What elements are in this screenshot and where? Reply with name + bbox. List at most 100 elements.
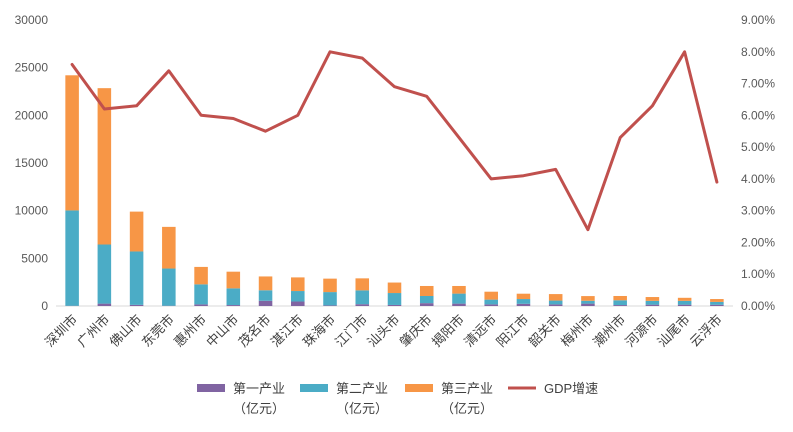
bar-segment: [613, 305, 627, 306]
x-category-label: 肇庆市: [397, 312, 435, 350]
legend-swatch: [197, 384, 225, 392]
y2-tick-label: 9.00%: [741, 13, 775, 27]
x-category-label: 惠州市: [171, 312, 209, 350]
bar-segment: [162, 268, 176, 306]
legend-label: 第一产业: [233, 381, 285, 396]
bar-segment: [516, 293, 531, 300]
x-category-label: 河源市: [622, 312, 660, 350]
legend-label: （亿元）: [441, 401, 493, 416]
y-tick-label: 10000: [15, 204, 49, 218]
x-category-label: 茂名市: [235, 312, 273, 350]
bar-segment: [97, 88, 112, 245]
bar-segment: [129, 211, 144, 252]
bar-segment: [258, 276, 273, 291]
x-category-label: 江门市: [332, 312, 370, 350]
bar-segment: [355, 290, 370, 305]
bar-segment: [581, 296, 595, 301]
legend-label: （亿元）: [336, 401, 388, 416]
bar-segment: [484, 299, 498, 305]
y2-tick-label: 2.00%: [741, 235, 775, 249]
bar-segment: [387, 304, 402, 306]
bar-segment: [323, 292, 337, 306]
y-tick-label: 30000: [15, 13, 49, 27]
bar-segment: [548, 294, 563, 301]
bar-segment: [194, 304, 208, 306]
y2-tick-label: 5.00%: [741, 140, 775, 154]
bar-segment: [355, 278, 370, 291]
bar-segment: [194, 266, 208, 285]
x-category-label: 云浮市: [687, 312, 725, 350]
bar-segment: [484, 304, 498, 306]
legend-label: （亿元）: [233, 401, 285, 416]
x-category-label: 阳江市: [493, 312, 531, 350]
bar-segment: [387, 282, 402, 294]
x-category-label: 韶关市: [526, 312, 564, 350]
bar-segment: [323, 305, 337, 306]
bar-segment: [419, 295, 434, 304]
bar-segment: [452, 303, 466, 306]
bar-segment: [710, 304, 724, 306]
bar-segment: [129, 251, 144, 305]
x-category-label: 东莞市: [139, 312, 177, 350]
x-category-label: 广州市: [74, 312, 112, 350]
bar-segment: [291, 277, 305, 292]
gdp-growth-line: [70, 50, 719, 232]
y2-tick-label: 7.00%: [741, 77, 775, 91]
bar-segment: [645, 297, 660, 301]
bar-segment: [291, 291, 305, 302]
bar-segment: [452, 285, 466, 294]
bar-segment: [226, 305, 241, 306]
bar-segment: [613, 300, 627, 306]
bar-segment: [97, 303, 112, 306]
y-tick-label: 0: [41, 299, 48, 313]
x-category-label: 珠海市: [300, 312, 338, 350]
bar-segment: [484, 291, 498, 300]
bar-segment: [258, 300, 273, 306]
legend-label: 第二产业: [336, 381, 388, 396]
bar-segment: [162, 226, 176, 269]
bar-segment: [710, 299, 724, 302]
bar-segment: [387, 293, 402, 305]
bar-segment: [677, 300, 692, 305]
y2-tick-label: 8.00%: [741, 45, 775, 59]
y2-tick-label: 0.00%: [741, 299, 775, 313]
x-category-label: 梅州市: [558, 312, 596, 350]
bar-segment: [419, 303, 434, 306]
bar-segment: [710, 301, 724, 305]
y-tick-label: 20000: [15, 108, 49, 122]
legend-swatch: [300, 384, 328, 392]
bar-segment: [645, 300, 660, 305]
bar-segment: [355, 304, 370, 306]
bar-segment: [291, 301, 305, 306]
legend-label: 第三产业: [441, 381, 493, 396]
bar-segment: [226, 271, 241, 289]
bar-segment: [97, 244, 112, 304]
x-category-label: 汕尾市: [655, 312, 693, 350]
bar-segment: [226, 288, 241, 306]
bar-segment: [129, 304, 144, 306]
bar-segment: [65, 75, 79, 211]
bar-segment: [645, 304, 660, 306]
y2-tick-label: 1.00%: [741, 267, 775, 281]
bar-segment: [581, 300, 595, 304]
y-tick-label: 5000: [21, 251, 48, 265]
bar-segment: [548, 300, 563, 305]
bar-segment: [194, 284, 208, 305]
bar-segment: [548, 304, 563, 306]
x-category-label: 揭阳市: [429, 312, 467, 350]
bar-segment: [258, 290, 273, 301]
bar-segment: [516, 303, 531, 306]
bar-segment: [323, 278, 337, 293]
legend-label: GDP增速: [544, 381, 598, 396]
x-category-label: 汕头市: [364, 312, 402, 350]
bar-segment: [677, 304, 692, 306]
x-category-label: 佛山市: [107, 312, 145, 350]
x-category-label: 深圳市: [42, 312, 80, 350]
x-category-label: 中山市: [203, 312, 241, 350]
y2-tick-label: 3.00%: [741, 204, 775, 218]
y2-tick-label: 4.00%: [741, 172, 775, 186]
bar-segment: [419, 285, 434, 296]
y-tick-label: 25000: [15, 61, 49, 75]
